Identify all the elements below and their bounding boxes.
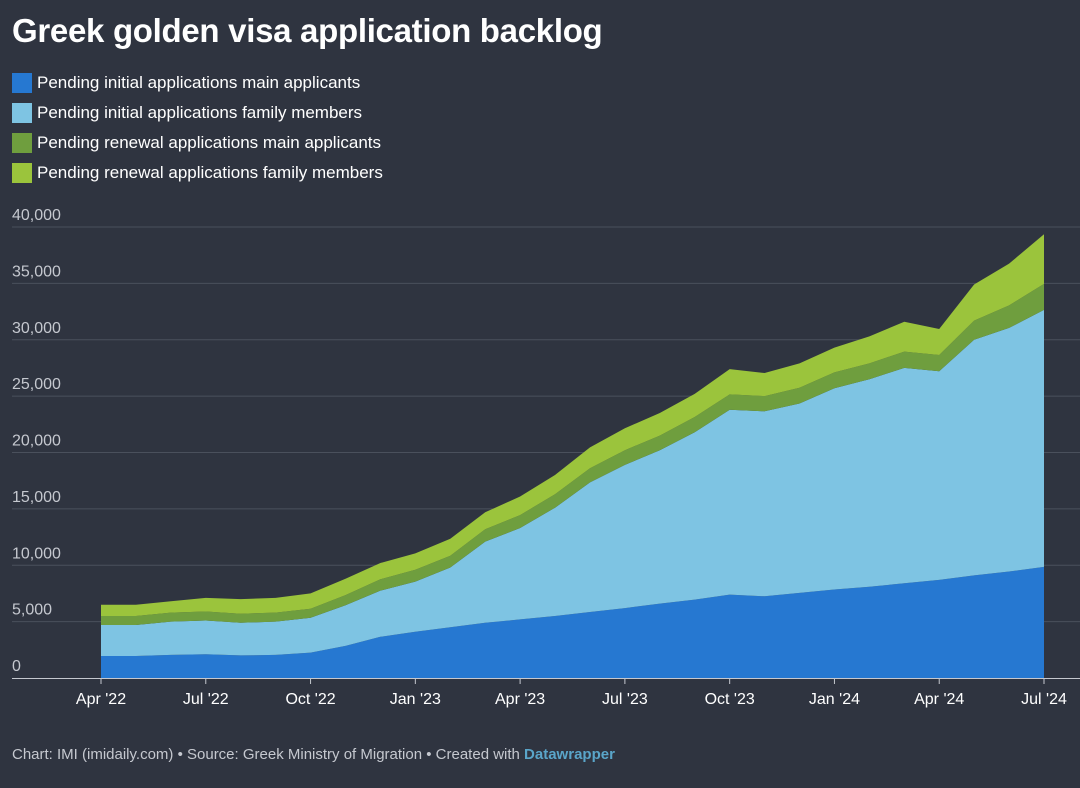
y-tick-label: 10,000 xyxy=(12,545,61,562)
y-tick-label: 0 xyxy=(12,658,21,675)
y-tick-label: 20,000 xyxy=(12,433,61,450)
y-tick-label: 30,000 xyxy=(12,320,61,337)
area-series xyxy=(101,234,1044,678)
x-tick-label: Jul '22 xyxy=(183,691,229,708)
area-initial-main xyxy=(101,566,1044,678)
legend-label-initial-main: Pending initial applications main applic… xyxy=(37,73,361,92)
chart-title: Greek golden visa application backlog xyxy=(12,12,603,49)
x-tick-label: Oct '23 xyxy=(705,691,755,708)
datawrapper-link[interactable]: Datawrapper xyxy=(524,746,615,763)
legend-item-renewal-main: Pending renewal applications main applic… xyxy=(12,128,383,158)
x-tick-label: Oct '22 xyxy=(285,691,335,708)
legend-label-renewal-family: Pending renewal applications family memb… xyxy=(37,163,383,182)
legend-item-renewal-family: Pending renewal applications family memb… xyxy=(12,158,383,188)
legend-swatch-renewal-family xyxy=(12,163,32,183)
chart-source: Source: Greek Ministry of Migration xyxy=(187,746,423,763)
legend-item-initial-family: Pending initial applications family memb… xyxy=(12,98,383,128)
legend-swatch-initial-main xyxy=(12,73,32,93)
x-tick-label: Jul '23 xyxy=(602,691,648,708)
legend-label-initial-family: Pending initial applications family memb… xyxy=(37,103,363,122)
footer-separator: • xyxy=(173,746,187,763)
chart-legend: Pending initial applications main applic… xyxy=(12,68,383,188)
x-tick-label: Apr '24 xyxy=(914,691,964,708)
area-initial-family xyxy=(101,309,1044,656)
y-tick-label: 35,000 xyxy=(12,263,61,280)
y-tick-label: 15,000 xyxy=(12,489,61,506)
y-axis-tick-labels: 0 5,000 10,000 15,000 20,000 25,000 30,000 35,0… xyxy=(12,207,61,675)
created-with-label: Created with xyxy=(435,746,525,763)
x-tick-label: Apr '23 xyxy=(495,691,545,708)
y-tick-label: 25,000 xyxy=(12,376,61,393)
legend-item-initial-main: Pending initial applications main applic… xyxy=(12,68,383,98)
legend-label-renewal-main: Pending renewal applications main applic… xyxy=(37,133,381,152)
legend-swatch-renewal-main xyxy=(12,133,32,153)
footer-separator: • xyxy=(422,746,436,763)
chart-footer: Chart: IMI (imidaily.com) • Source: Gree… xyxy=(12,746,615,763)
legend-swatch-initial-family xyxy=(12,103,32,123)
x-tick-label: Jan '23 xyxy=(390,691,441,708)
x-tick-label: Jul '24 xyxy=(1021,691,1067,708)
x-tick-label: Apr '22 xyxy=(76,691,126,708)
x-axis-tick-labels: Apr '22 Jul '22 Oct '22 Jan '23 Apr '23 Jul '… xyxy=(76,678,1067,708)
y-tick-label: 40,000 xyxy=(12,207,61,224)
y-tick-label: 5,000 xyxy=(12,602,52,619)
chart-credit: Chart: IMI (imidaily.com) xyxy=(12,746,174,763)
x-tick-label: Jan '24 xyxy=(809,691,860,708)
stacked-area-chart: 0 5,000 10,000 15,000 20,000 25,000 30,000 35,0… xyxy=(12,207,1080,708)
